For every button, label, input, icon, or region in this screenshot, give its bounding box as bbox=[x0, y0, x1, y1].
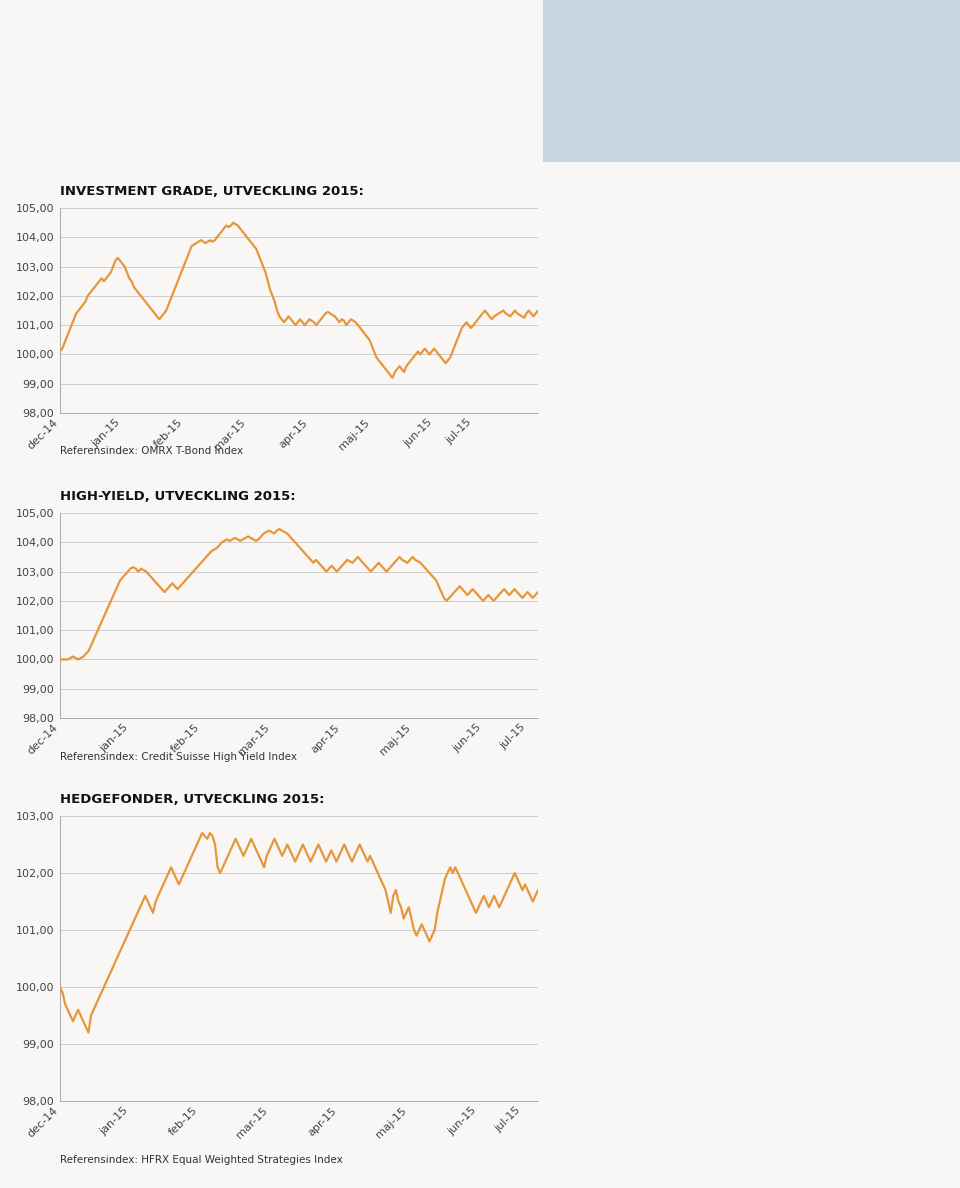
Text: HEDGEFONDER, UTVECKLING 2015:: HEDGEFONDER, UTVECKLING 2015: bbox=[60, 794, 324, 805]
Text: HIGH-YIELD, UTVECKLING 2015:: HIGH-YIELD, UTVECKLING 2015: bbox=[60, 489, 296, 503]
Text: INVESTMENT GRADE, UTVECKLING 2015:: INVESTMENT GRADE, UTVECKLING 2015: bbox=[60, 185, 364, 198]
Text: Referensindex: HFRX Equal Weighted Strategies Index: Referensindex: HFRX Equal Weighted Strat… bbox=[60, 1155, 343, 1165]
Text: Referensindex: OMRX T-Bond Index: Referensindex: OMRX T-Bond Index bbox=[60, 446, 243, 456]
Text: Referensindex: Credit Suisse High Yield Index: Referensindex: Credit Suisse High Yield … bbox=[60, 752, 297, 762]
